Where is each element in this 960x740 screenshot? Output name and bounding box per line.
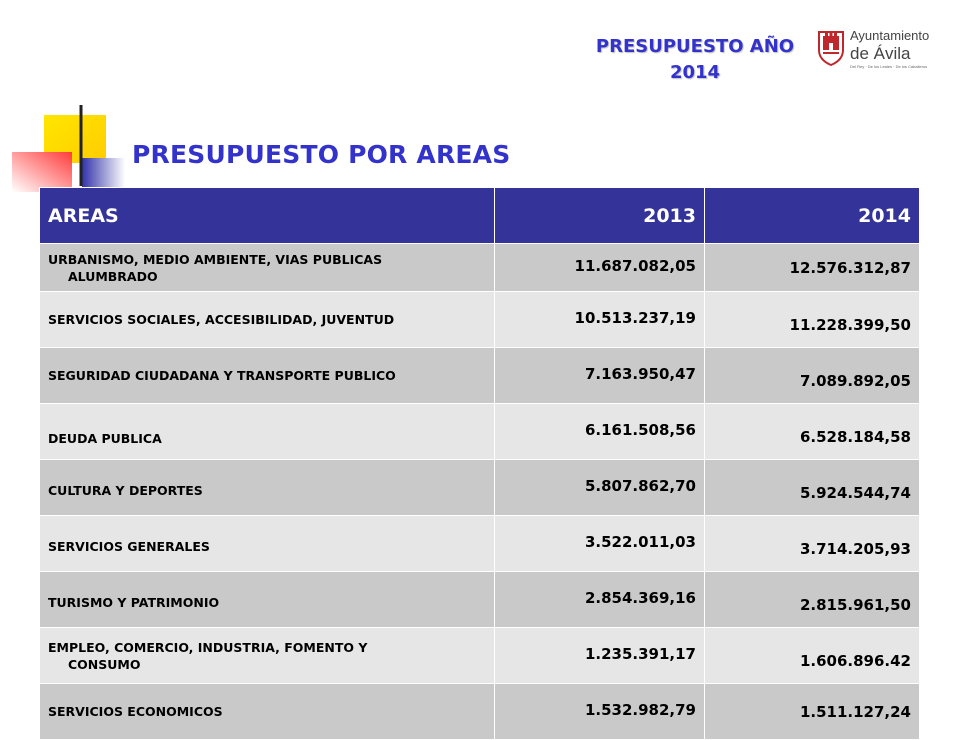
decorative-squares xyxy=(12,105,125,192)
logo-motto: Del Rey · De los Leales · De los Caballe… xyxy=(850,64,928,69)
budget-table: AREAS 2013 2014 URBANISMO, MEDIO AMBIENT… xyxy=(39,187,920,740)
area-label-cont: CONSUMO xyxy=(68,656,141,672)
value-2014: 3.714.205,93 xyxy=(704,515,920,572)
value-2014: 5.924.544,74 xyxy=(704,459,920,516)
area-cell: EMPLEO, COMERCIO, INDUSTRIA, FOMENTO Y CO… xyxy=(39,627,495,684)
area-cell: SERVICIOS SOCIALES, ACCESIBILIDAD, JUVEN… xyxy=(39,291,495,348)
area-cell: DEUDA PUBLICA xyxy=(39,403,495,460)
table-row: URBANISMO, MEDIO AMBIENTE, VIAS PUBLICAS… xyxy=(39,243,920,292)
area-cell: SERVICIOS GENERALES xyxy=(39,515,495,572)
value-2014: 12.576.312,87 xyxy=(704,243,920,292)
value-2014: 7.089.892,05 xyxy=(704,347,920,404)
area-label: SERVICIOS GENERALES xyxy=(48,539,210,554)
area-cell: URBANISMO, MEDIO AMBIENTE, VIAS PUBLICAS… xyxy=(39,243,495,292)
value-2013: 11.687.082,05 xyxy=(494,243,705,292)
area-cell: SEGURIDAD CIUDADANA Y TRANSPORTE PUBLICO xyxy=(39,347,495,404)
area-label: TURISMO Y PATRIMONIO xyxy=(48,595,220,610)
table-row: SEGURIDAD CIUDADANA Y TRANSPORTE PUBLICO… xyxy=(39,347,920,404)
logo-line1: Ayuntamiento xyxy=(850,28,930,43)
header-2014: 2014 xyxy=(704,187,920,244)
budget-title-line1: PRESUPUESTO AÑO xyxy=(595,36,795,57)
table-row: EMPLEO, COMERCIO, INDUSTRIA, FOMENTO Y CO… xyxy=(39,627,920,684)
area-label: DEUDA PUBLICA xyxy=(48,431,162,446)
value-2013: 1.235.391,17 xyxy=(494,627,705,684)
table-row: SERVICIOS ECONOMICOS 1.532.982,79 1.511.… xyxy=(39,683,920,740)
value-2014: 11.228.399,50 xyxy=(704,291,920,348)
slide-title: PRESUPUESTO POR AREAS xyxy=(132,140,511,169)
area-label: EMPLEO, COMERCIO, INDUSTRIA, FOMENTO Y xyxy=(48,639,368,655)
value-2013: 3.522.011,03 xyxy=(494,515,705,572)
value-2014: 2.815.961,50 xyxy=(704,571,920,628)
value-2014: 1.511.127,24 xyxy=(704,683,920,740)
value-2013: 1.532.982,79 xyxy=(494,683,705,740)
budget-title-line2: 2014 xyxy=(669,62,721,83)
value-2014: 1.606.896.42 xyxy=(704,627,920,684)
table-header-row: AREAS 2013 2014 xyxy=(39,187,920,244)
table-row: TURISMO Y PATRIMONIO 2.854.369,16 2.815.… xyxy=(39,571,920,628)
header-areas: AREAS xyxy=(39,187,495,244)
budget-year-title: PRESUPUESTO AÑO 2014 xyxy=(575,34,815,86)
area-cell: CULTURA Y DEPORTES xyxy=(39,459,495,516)
table-row: SERVICIOS GENERALES 3.522.011,03 3.714.2… xyxy=(39,515,920,572)
value-2014: 6.528.184,58 xyxy=(704,403,920,460)
table-row: CULTURA Y DEPORTES 5.807.862,70 5.924.54… xyxy=(39,459,920,516)
area-label-cont: ALUMBRADO xyxy=(68,268,158,284)
area-cell: SERVICIOS ECONOMICOS xyxy=(39,683,495,740)
logo-line2: de Ávila xyxy=(850,44,911,63)
ayuntamiento-logo: Ayuntamiento de Ávila Del Rey · De los L… xyxy=(816,26,930,70)
table-row: DEUDA PUBLICA 6.161.508,56 6.528.184,58 xyxy=(39,403,920,460)
value-2013: 6.161.508,56 xyxy=(494,403,705,460)
value-2013: 5.807.862,70 xyxy=(494,459,705,516)
table-row: SERVICIOS SOCIALES, ACCESIBILIDAD, JUVEN… xyxy=(39,291,920,348)
header-2013: 2013 xyxy=(494,187,705,244)
area-label: SERVICIOS ECONOMICOS xyxy=(48,704,223,719)
area-label: CULTURA Y DEPORTES xyxy=(48,483,203,498)
area-label: URBANISMO, MEDIO AMBIENTE, VIAS PUBLICAS xyxy=(48,251,383,267)
area-label: SERVICIOS SOCIALES, ACCESIBILIDAD, JUVEN… xyxy=(48,312,395,327)
city-crest-icon xyxy=(818,31,844,66)
value-2013: 2.854.369,16 xyxy=(494,571,705,628)
value-2013: 7.163.950,47 xyxy=(494,347,705,404)
value-2013: 10.513.237,19 xyxy=(494,291,705,348)
area-cell: TURISMO Y PATRIMONIO xyxy=(39,571,495,628)
area-label: SEGURIDAD CIUDADANA Y TRANSPORTE PUBLICO xyxy=(48,368,396,383)
